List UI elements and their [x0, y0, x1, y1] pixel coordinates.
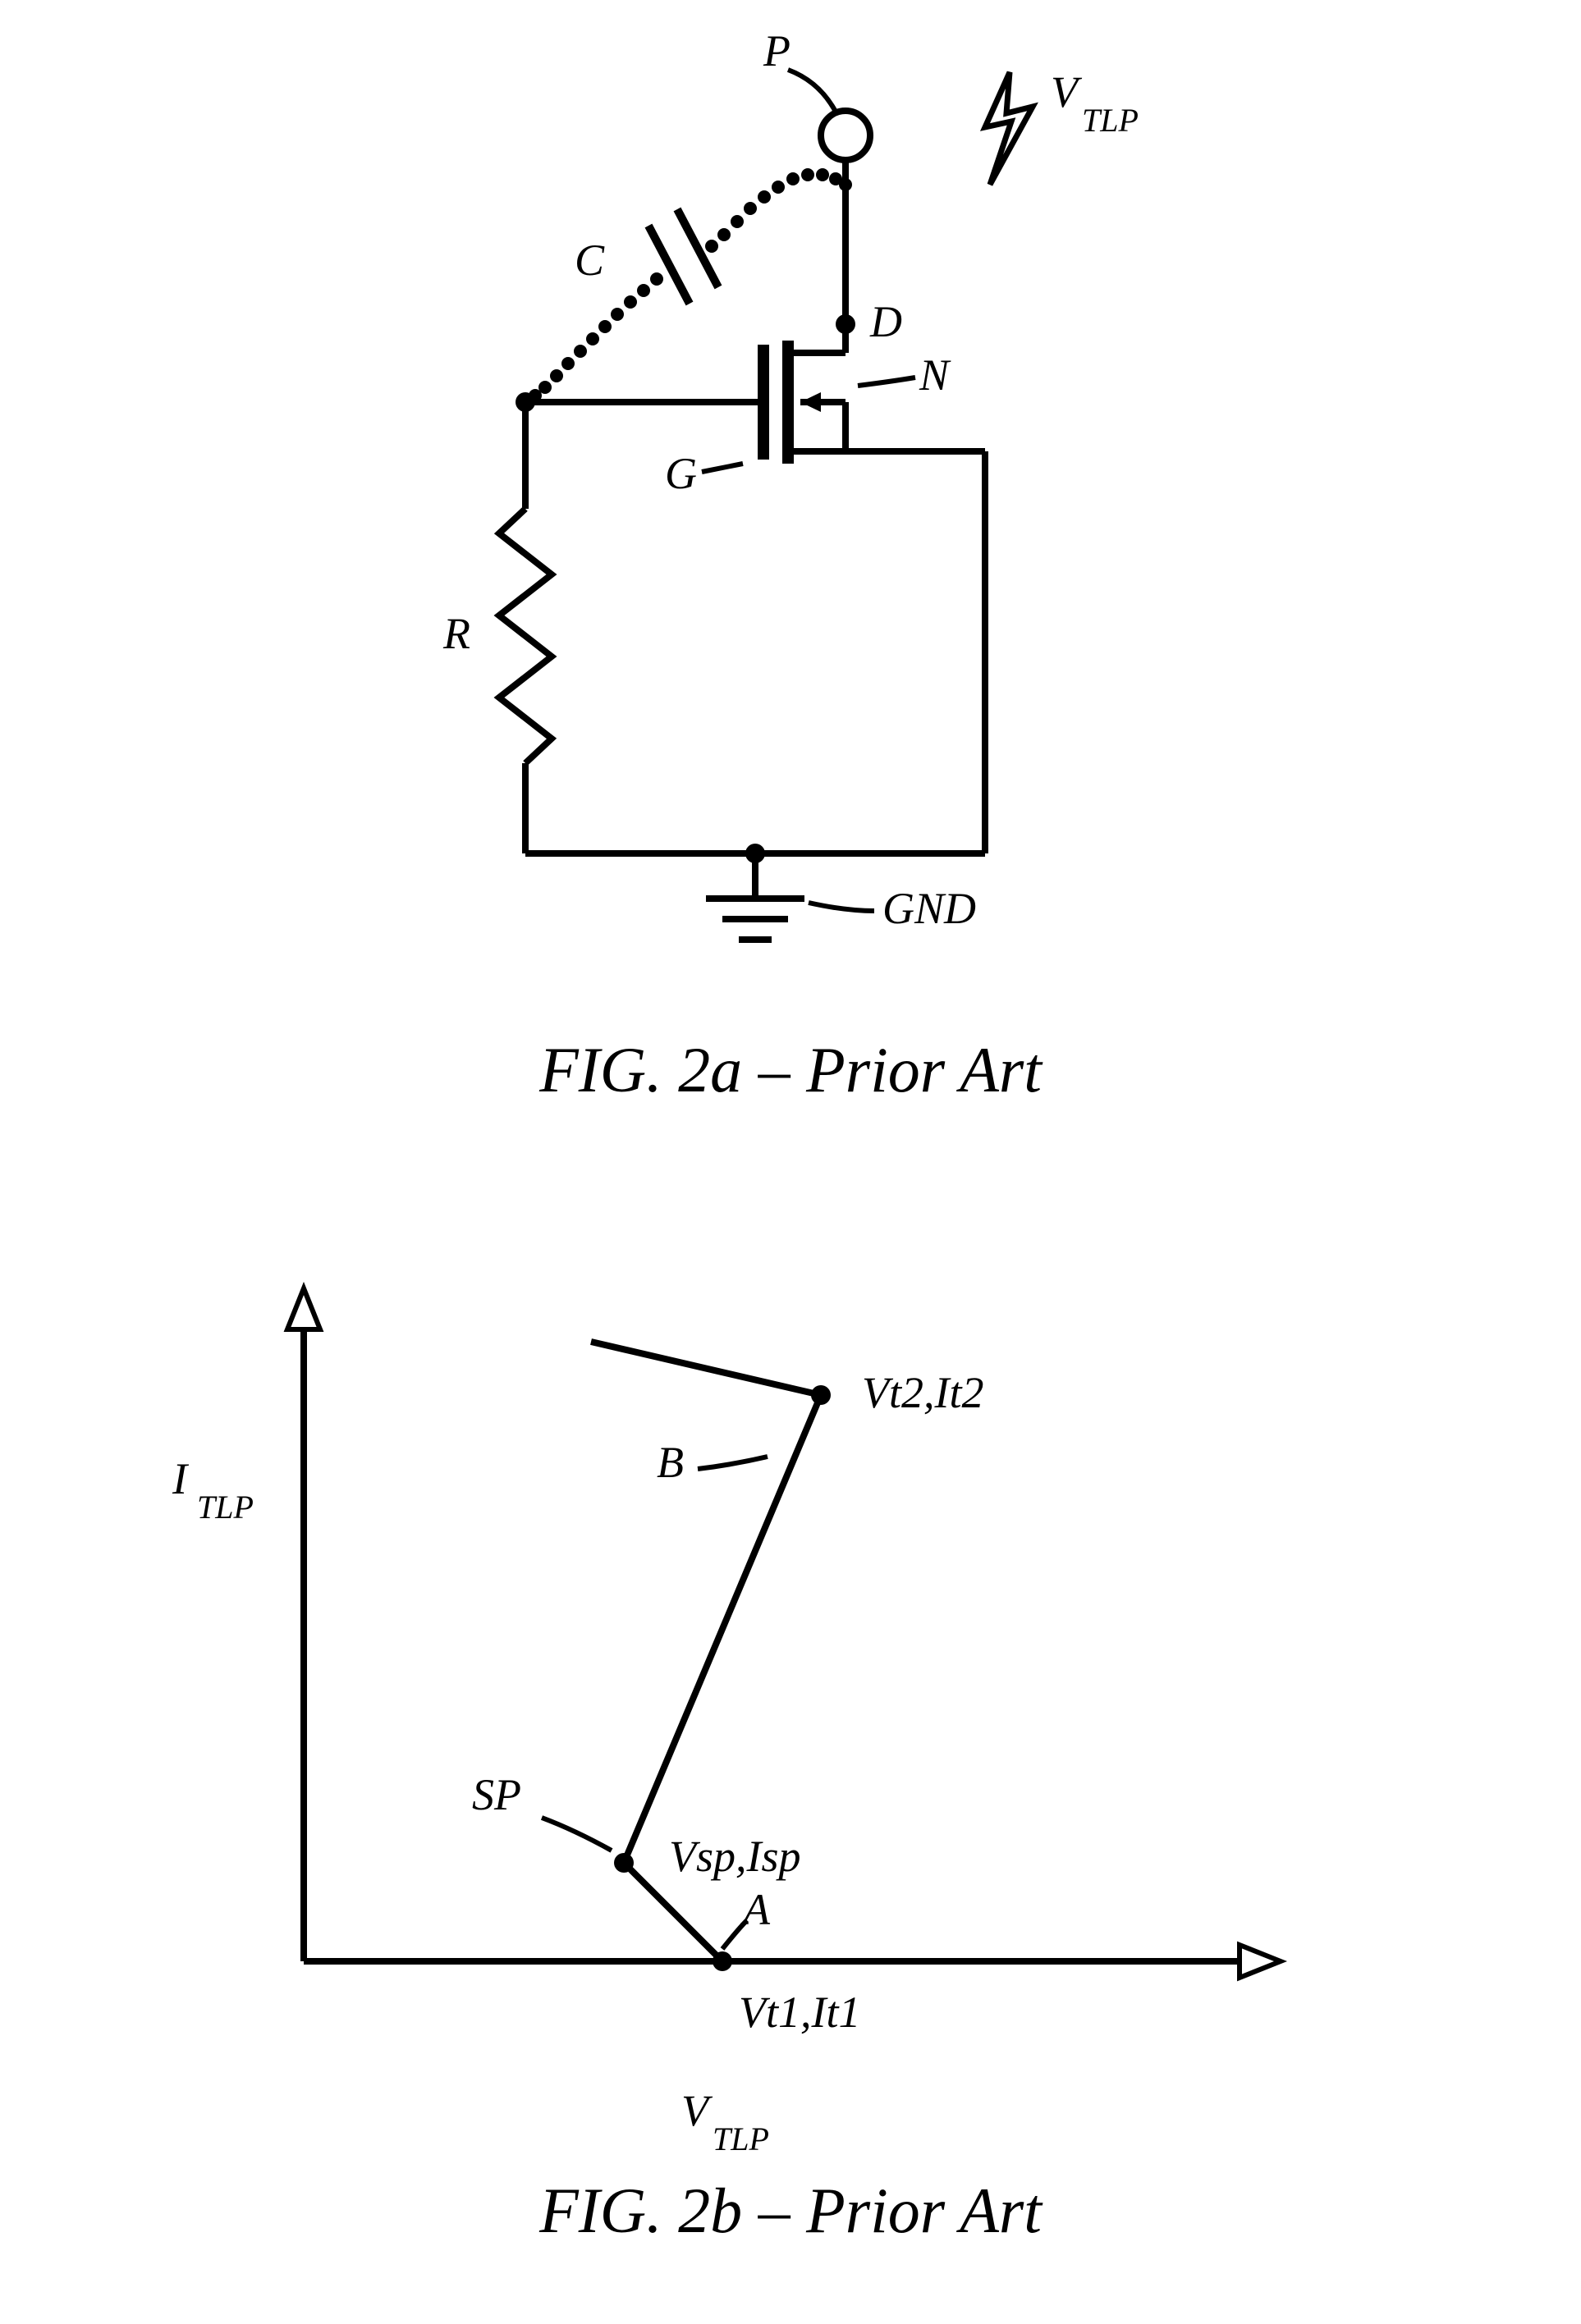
label-vtlp2-sub: TLP — [713, 2120, 769, 2157]
mosfet-n — [525, 324, 985, 853]
x-arrow — [1240, 1945, 1281, 1978]
label-sp: SP — [472, 1770, 521, 1819]
seg-b-tail — [591, 1342, 821, 1395]
leader-sp — [542, 1818, 612, 1851]
vtlp-bolt — [985, 72, 1033, 185]
leader-gnd — [809, 903, 874, 911]
label-c: C — [575, 236, 605, 285]
ground-symbol — [706, 853, 804, 940]
fig-2b-graph: I TLP V TLP Vt2,It2 B SP Vsp,Isp A — [172, 1288, 1281, 2157]
leader-p — [788, 70, 837, 115]
label-itlp-sub: TLP — [197, 1489, 254, 1526]
label-a-point: A — [740, 1885, 771, 1934]
label-vspisp: Vsp,Isp — [669, 1832, 801, 1881]
fig-2a-circuit: P V TLP D — [442, 26, 1139, 940]
leader-g — [702, 464, 743, 472]
label-n: N — [919, 350, 951, 400]
label-gnd: GND — [882, 884, 976, 933]
label-vtlp2-pre: V — [681, 2086, 713, 2135]
leader-b — [698, 1457, 768, 1469]
label-d: D — [869, 297, 902, 346]
leader-n — [858, 377, 915, 386]
label-b: B — [657, 1438, 684, 1487]
dotted-path — [529, 168, 852, 402]
y-arrow — [287, 1288, 320, 1329]
terminal-pad — [821, 111, 870, 160]
label-g: G — [665, 449, 697, 498]
label-vt2it2: Vt2,It2 — [862, 1368, 983, 1417]
capacitor-c — [648, 209, 718, 304]
label-vtlp-sub: TLP — [1082, 102, 1139, 139]
label-vt1it1: Vt1,It1 — [739, 1988, 860, 2037]
caption-fig2a: FIG. 2a – Prior Art — [538, 1034, 1043, 1105]
label-vtlp-pre: V — [1051, 67, 1083, 117]
caption-fig2b: FIG. 2b – Prior Art — [538, 2175, 1043, 2246]
label-p: P — [763, 26, 790, 75]
figure-canvas: P V TLP D — [0, 0, 1581, 2324]
label-r: R — [442, 609, 470, 658]
label-itlp-pre: I — [172, 1454, 190, 1503]
resistor-r — [499, 509, 552, 763]
